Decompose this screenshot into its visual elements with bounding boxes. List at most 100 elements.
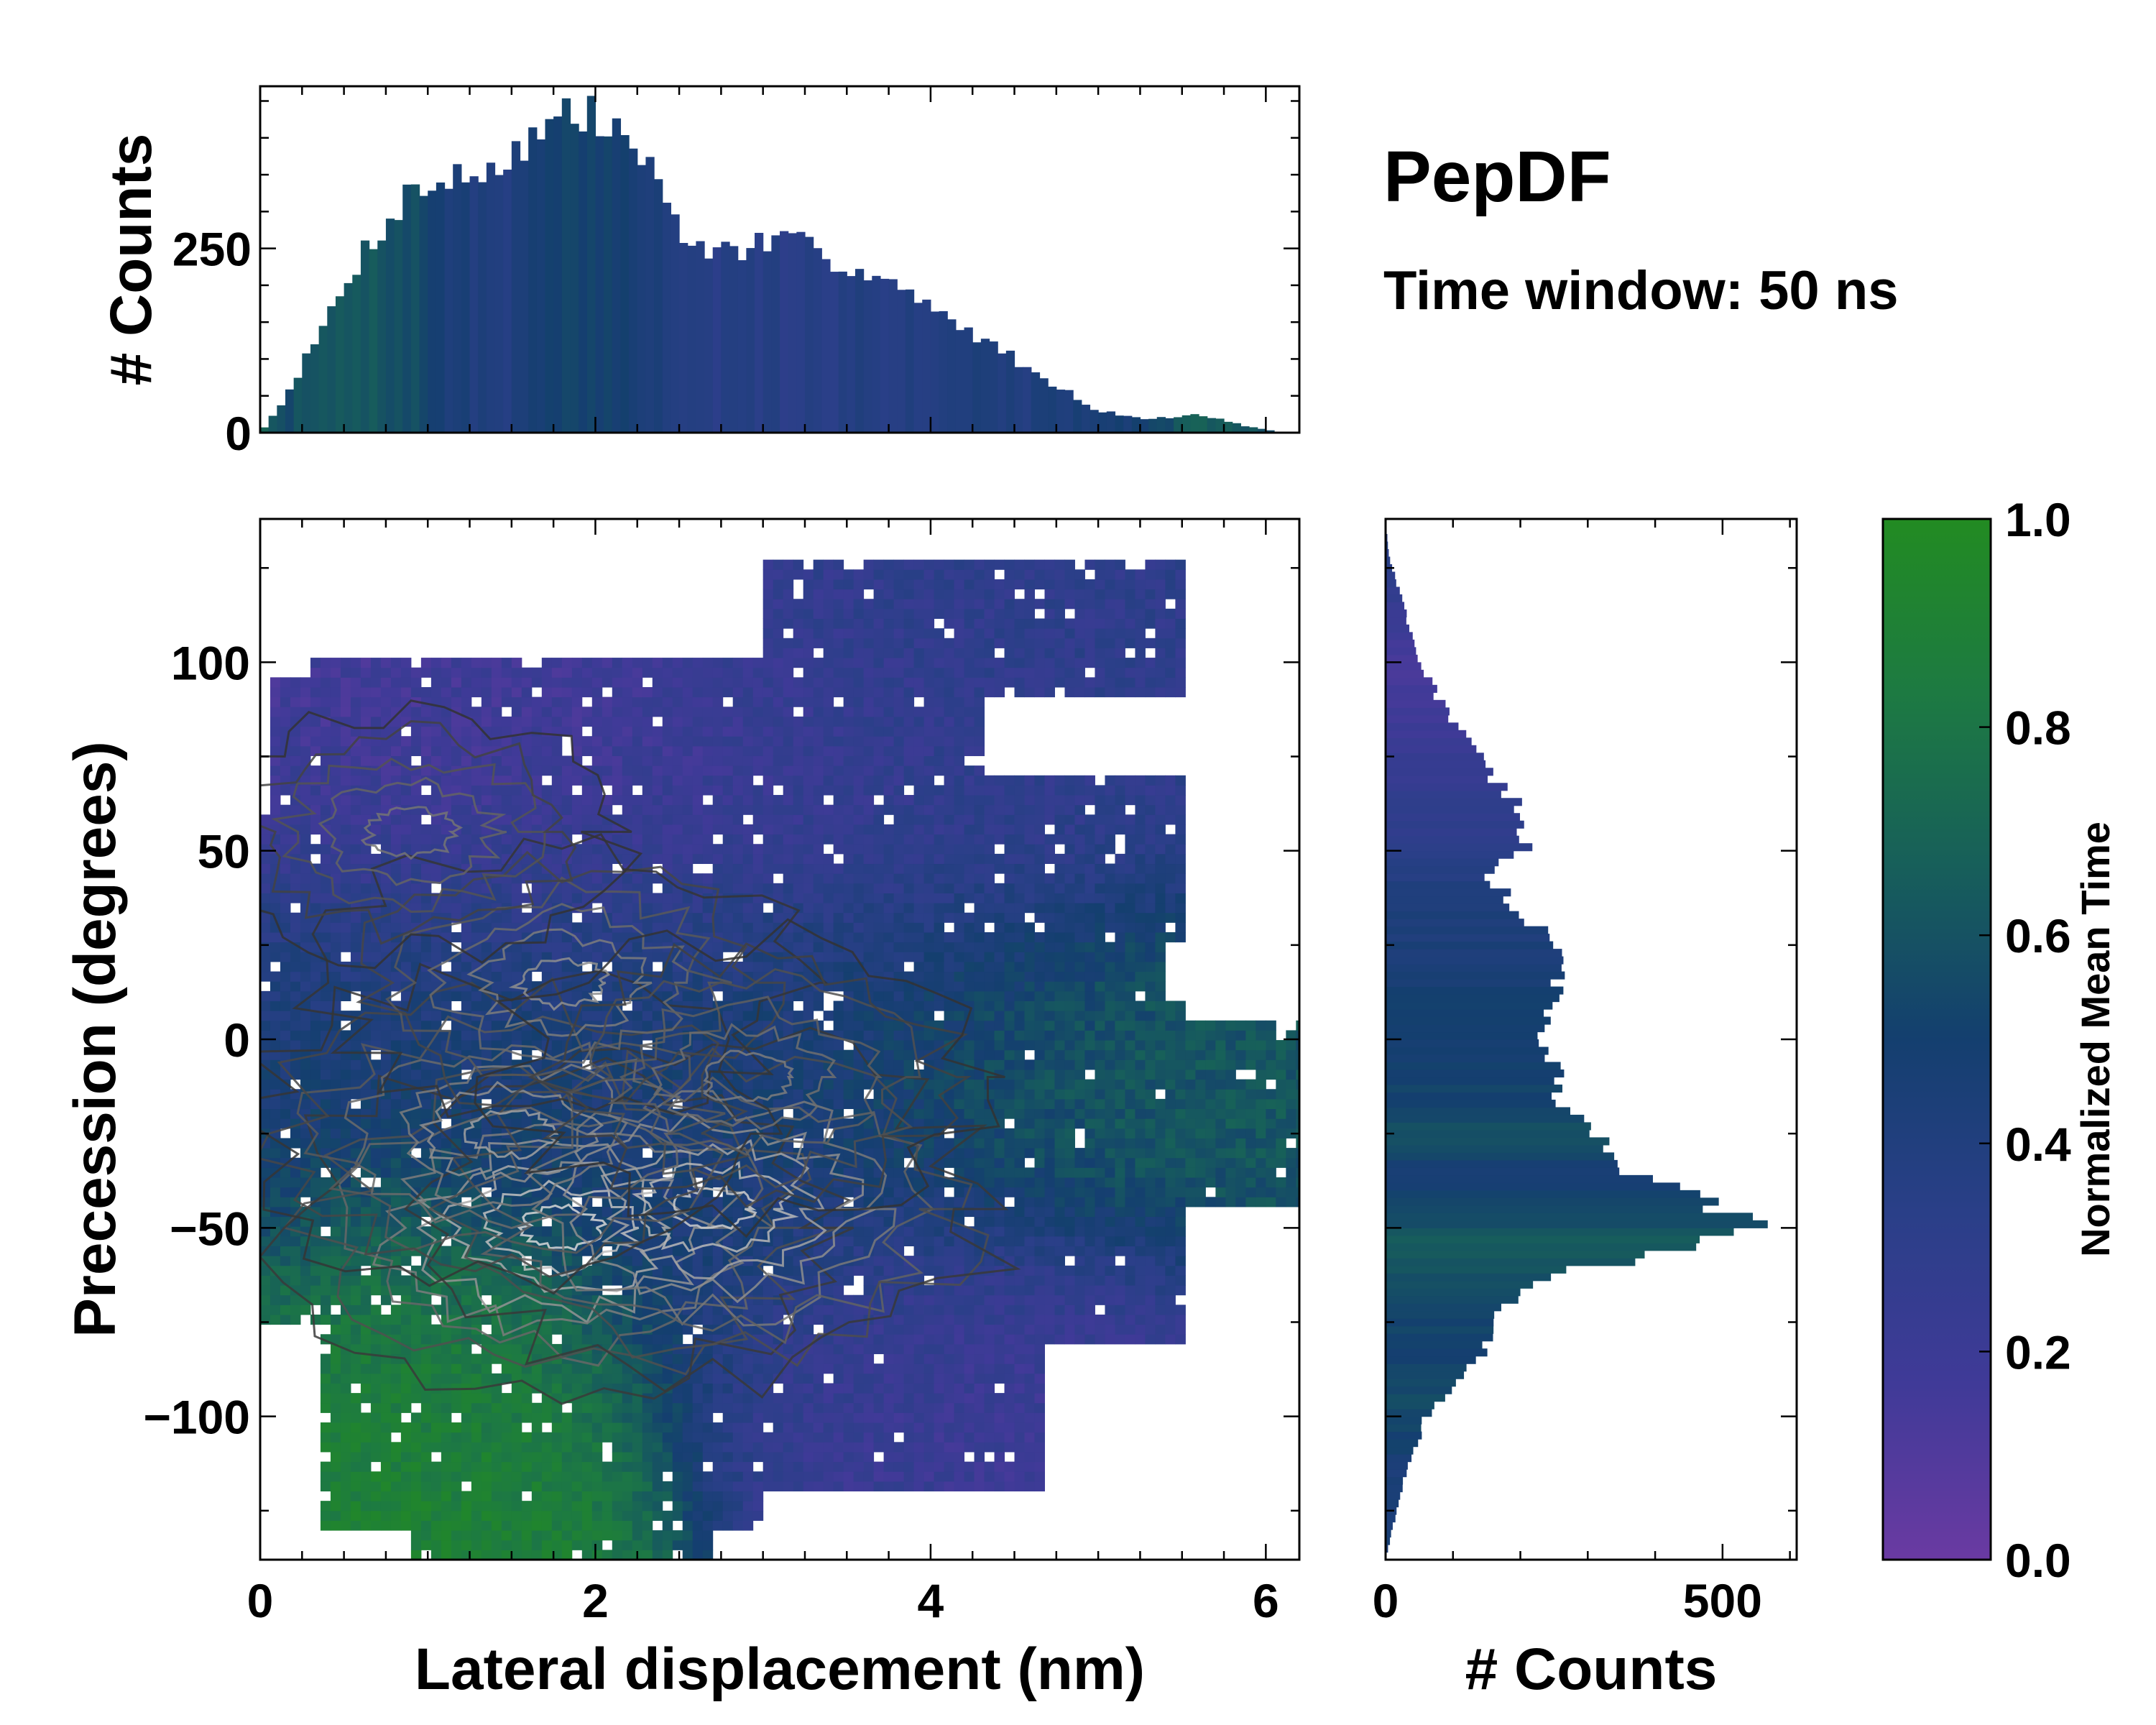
heatmap-cell [400,1451,412,1463]
heatmap-cell [591,736,603,747]
heatmap-cell [320,1363,331,1374]
heatmap-cell [692,834,704,845]
heatmap-cell [602,990,613,1001]
heatmap-cell [501,971,512,982]
heatmap-cell [581,1030,593,1041]
heatmap-cell [803,1275,814,1286]
top-histogram-bar [302,353,311,433]
heatmap-cell [260,932,271,943]
heatmap-cell [672,658,683,668]
heatmap-cell [803,912,814,923]
heatmap-cell [712,1510,724,1521]
heatmap-cell [461,1363,472,1374]
heatmap-cell [330,1510,341,1521]
heatmap-cell [340,1451,351,1463]
top-histogram-bar [360,240,370,433]
heatmap-cell [793,844,804,855]
heatmap-cell [612,755,623,766]
heatmap-cell [461,1442,472,1453]
heatmap-cell [732,824,744,835]
heatmap-cell [702,1256,714,1266]
heatmap-cell [752,952,764,962]
heatmap-cell [712,1432,724,1443]
heatmap-cell [491,667,502,678]
heatmap-cell [591,844,603,855]
heatmap-cell [511,834,522,845]
heatmap-cell [461,707,472,717]
heatmap-cell [722,1471,734,1482]
heatmap-cell [491,716,502,727]
heatmap-cell [451,1256,462,1266]
heatmap-cell [561,1451,573,1463]
heatmap-cell [380,1148,392,1159]
heatmap-cell [813,745,824,756]
heatmap-cell [320,804,331,815]
heatmap-cell [561,1510,573,1521]
heatmap-cell [561,1550,573,1560]
heatmap-cell [742,1059,754,1070]
heatmap-cell [591,912,603,923]
heatmap-cell [330,1128,341,1138]
heatmap-cell [712,707,724,717]
heatmap-cell [793,863,804,874]
top-histogram-bar [780,231,789,433]
heatmap-cell [803,1118,814,1129]
heatmap-cell [672,1491,683,1501]
heatmap-cell [692,745,704,756]
heatmap-cell [752,1246,764,1256]
heatmap-cell [491,707,502,717]
heatmap-cell [531,1540,543,1550]
heatmap-cell [481,1314,492,1325]
heatmap-cell [752,707,764,717]
heatmap-cell [390,1491,402,1501]
heatmap-cell [652,1510,663,1521]
heatmap-cell [441,667,452,678]
heatmap-cell [712,1461,724,1472]
heatmap-cell [521,1246,533,1256]
heatmap-cell [591,1491,603,1501]
heatmap-cell [491,1501,502,1512]
heatmap-cell [360,853,372,865]
top-histogram-bar [1064,390,1074,433]
heatmap-cell [692,873,704,884]
heatmap-cell [692,1451,704,1463]
heatmap-cell [451,1540,462,1550]
top-histogram-bar [561,98,571,433]
heatmap-cell [400,990,412,1001]
heatmap-cell [290,961,301,972]
heatmap-cell [320,1422,331,1433]
heatmap-cell [793,696,804,707]
heatmap-cell [390,1118,402,1129]
heatmap-cell [280,804,291,815]
heatmap-cell [763,863,774,874]
heatmap-cell [692,990,704,1001]
heatmap-cell [783,932,794,943]
heatmap-cell [310,785,321,796]
heatmap-cell [732,745,744,756]
heatmap-cell [602,1402,613,1413]
heatmap-cell [742,696,754,707]
heatmap-cell [410,824,422,835]
heatmap-cell [803,1079,814,1090]
heatmap-cell [471,1491,482,1501]
top-histogram-bar [905,289,915,433]
heatmap-cell [260,893,271,903]
heatmap-cell [712,795,724,806]
heatmap-cell [441,1520,452,1531]
heatmap-cell [390,1510,402,1521]
heatmap-cell [702,1451,714,1463]
heatmap-cell [803,736,814,747]
heatmap-cell [571,1540,583,1550]
heatmap-cell [612,1412,623,1423]
heatmap-cell [390,736,402,747]
top-histogram-bar [1207,418,1216,433]
heatmap-cell [360,1393,372,1404]
heatmap-cell [461,1079,472,1090]
heatmap-cell [571,677,583,688]
heatmap-cell [813,677,824,688]
heatmap-cell [501,922,512,933]
heatmap-cell [823,1343,834,1355]
heatmap-cell [461,1510,472,1521]
heatmap-cell [360,1216,372,1227]
heatmap-cell [340,922,351,933]
